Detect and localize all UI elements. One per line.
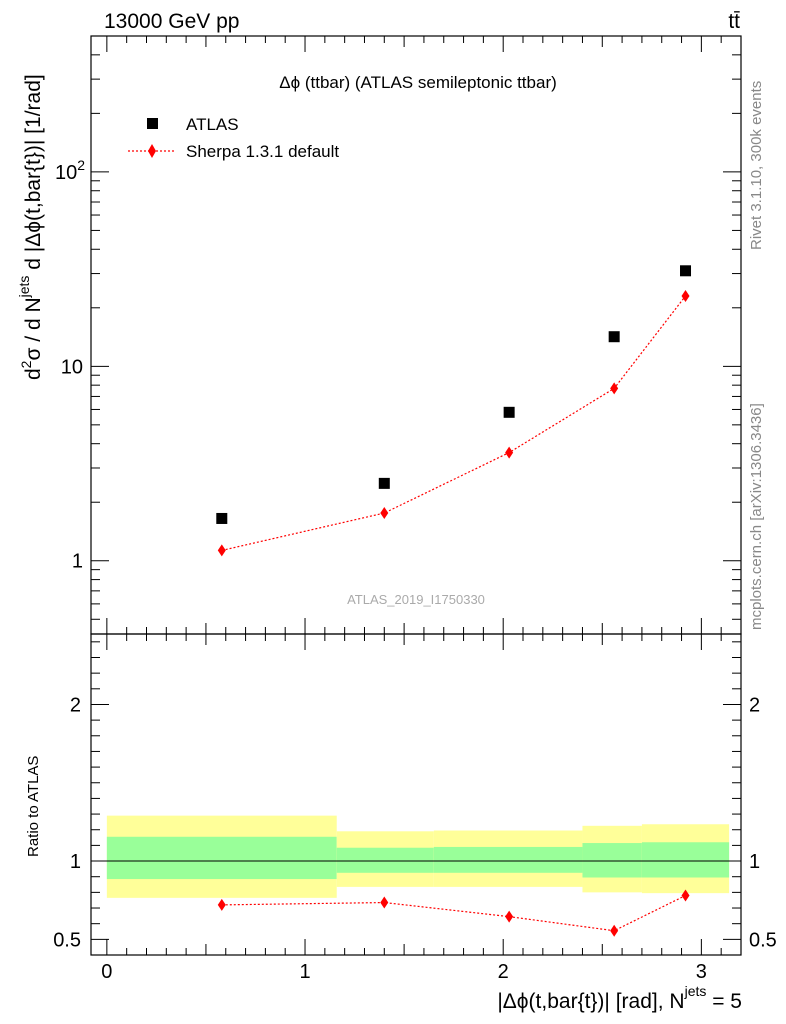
x-tick-label: 2 xyxy=(498,961,509,983)
data-point xyxy=(216,512,228,524)
ratio-y-tick-label-left: 1 xyxy=(70,851,81,873)
x-axis-label: |Δϕ(t,bar{t})| [rad], Njets = 5 xyxy=(497,983,742,1013)
main-y-tick-label: 1 xyxy=(72,551,83,573)
energy-label: 13000 GeV pp xyxy=(104,10,239,33)
rivet-label: Rivet 3.1.10, 300k events xyxy=(748,81,765,250)
legend: ATLAS Sherpa 1.3.1 default xyxy=(128,115,339,161)
legend-marker-atlas xyxy=(147,118,158,129)
x-tick-label: 1 xyxy=(299,961,310,983)
ratio-y-axis-label: Ratio to ATLAS xyxy=(25,756,42,857)
ratio-y-tick-label-left: 0.5 xyxy=(53,929,81,951)
tick-labels: 1 10 102 0.5 0.5 1 1 2 2 0 1 2 3 xyxy=(53,157,777,983)
ratio-mc-point xyxy=(681,889,690,902)
ratio-mc-line xyxy=(221,894,686,932)
ratio-uncertainty-bands xyxy=(106,815,730,898)
analysis-watermark: ATLAS_2019_I1750330 xyxy=(347,592,485,607)
stat-uncertainty-band xyxy=(582,843,642,878)
main-y-axis-label: d2σ / d Njets d |Δϕ(t,bar{t})| [1/rad] xyxy=(16,74,45,380)
ratio-panel-marks xyxy=(217,889,690,937)
stat-uncertainty-band xyxy=(336,847,434,873)
legend-marker-sherpa xyxy=(148,144,156,158)
stat-uncertainty-band xyxy=(106,836,337,880)
mcplots-label: mcplots.cern.ch [arXiv:1306.3436] xyxy=(748,403,765,630)
x-tick-label: 0 xyxy=(101,961,112,983)
ratio-mc-point xyxy=(610,924,619,937)
x-tick-label: 3 xyxy=(696,961,707,983)
ratio-panel-frame xyxy=(90,633,742,956)
mc-point xyxy=(505,446,514,459)
stat-uncertainty-band xyxy=(433,846,583,873)
ratio-y-tick-label-left: 2 xyxy=(70,694,81,716)
legend-label-atlas: ATLAS xyxy=(186,115,239,134)
ratio-y-tick-label-right: 2 xyxy=(749,694,760,716)
ratio-mc-point xyxy=(217,898,226,911)
data-point xyxy=(378,477,390,489)
data-point xyxy=(608,331,620,343)
plot-frames xyxy=(90,35,742,956)
data-point xyxy=(680,265,692,277)
ratio-mc-point xyxy=(380,896,389,909)
process-label: tt̄ xyxy=(728,10,740,33)
legend-label-sherpa: Sherpa 1.3.1 default xyxy=(186,142,339,161)
ratio-y-tick-label-right: 0.5 xyxy=(749,929,777,951)
axis-ticks xyxy=(91,35,742,956)
main-y-tick-label: 10 xyxy=(61,356,83,378)
mc-point xyxy=(681,289,690,302)
main-plot-title: Δϕ (ttbar) (ATLAS semileptonic ttbar) xyxy=(279,73,557,92)
mc-point xyxy=(610,382,619,395)
mc-point xyxy=(217,544,226,557)
main-panel-marks xyxy=(216,265,692,557)
ratio-mc-point xyxy=(505,910,514,923)
ratio-y-tick-label-right: 1 xyxy=(749,851,760,873)
mc-point xyxy=(380,507,389,520)
stat-uncertainty-band xyxy=(641,842,730,878)
data-point xyxy=(503,406,515,418)
main-y-tick-label: 102 xyxy=(55,157,85,184)
